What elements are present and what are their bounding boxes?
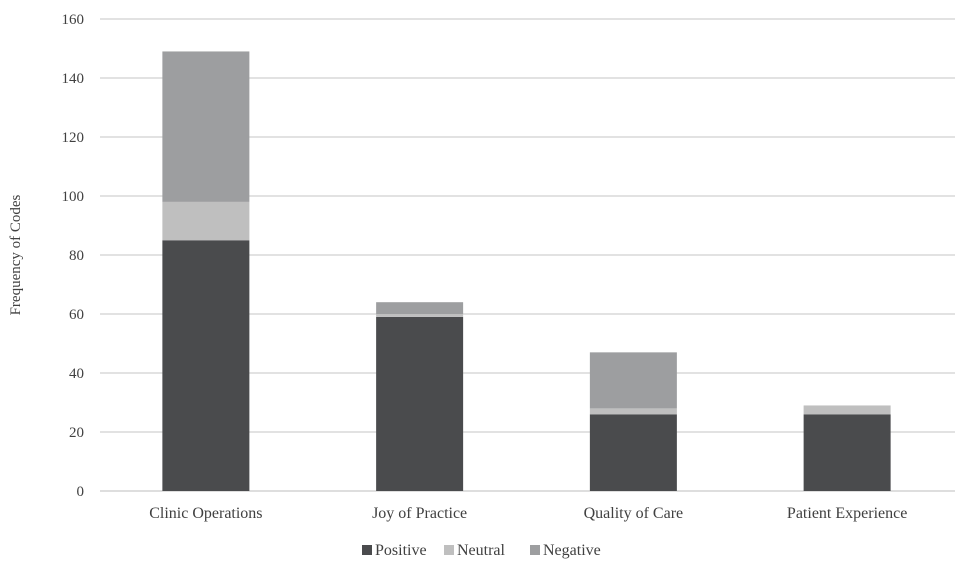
- bar-negative-clinic-operations: [162, 51, 250, 202]
- legend-label: Negative: [543, 542, 601, 559]
- bars: [162, 51, 891, 491]
- bar-neutral-joy-of-practice: [376, 314, 464, 317]
- category-label: Quality of Care: [584, 505, 684, 522]
- category-labels: Clinic Operations Joy of Practice Quality …: [149, 505, 907, 522]
- y-tick-labels: 0 20 40 60 80 100 120 140 160: [62, 12, 85, 500]
- legend-label: Neutral: [457, 542, 506, 559]
- legend-item-negative: Negative: [530, 542, 601, 559]
- y-tick-label: 140: [62, 71, 85, 87]
- bar-positive-quality-of-care: [589, 414, 677, 491]
- legend-swatch-neutral: [444, 545, 454, 555]
- legend-item-neutral: Neutral: [444, 542, 506, 559]
- y-tick-label: 0: [77, 484, 85, 500]
- y-axis-title: Frequency of Codes: [8, 194, 24, 315]
- category-label: Clinic Operations: [149, 505, 262, 522]
- legend-swatch-negative: [530, 545, 540, 555]
- y-tick-label: 40: [69, 366, 84, 382]
- bar-positive-joy-of-practice: [376, 316, 464, 491]
- y-tick-label: 100: [62, 189, 85, 205]
- bar-neutral-quality-of-care: [589, 408, 677, 415]
- bar-negative-joy-of-practice: [376, 302, 464, 314]
- bar-positive-clinic-operations: [162, 240, 250, 491]
- bar-neutral-clinic-operations: [162, 201, 250, 241]
- y-tick-label: 20: [69, 425, 84, 441]
- bar-positive-patient-experience: [803, 414, 891, 491]
- y-tick-label: 120: [62, 130, 85, 146]
- legend-label: Positive: [375, 542, 427, 559]
- y-tick-label: 160: [62, 12, 85, 28]
- legend: Positive Neutral Negative: [362, 542, 601, 559]
- y-tick-label: 80: [69, 248, 84, 264]
- y-tick-label: 60: [69, 307, 84, 323]
- legend-swatch-positive: [362, 545, 372, 555]
- category-label: Patient Experience: [787, 505, 907, 522]
- bar-negative-quality-of-care: [589, 352, 677, 409]
- bar-neutral-patient-experience: [803, 405, 891, 415]
- legend-item-positive: Positive: [362, 542, 427, 559]
- category-label: Joy of Practice: [372, 505, 467, 522]
